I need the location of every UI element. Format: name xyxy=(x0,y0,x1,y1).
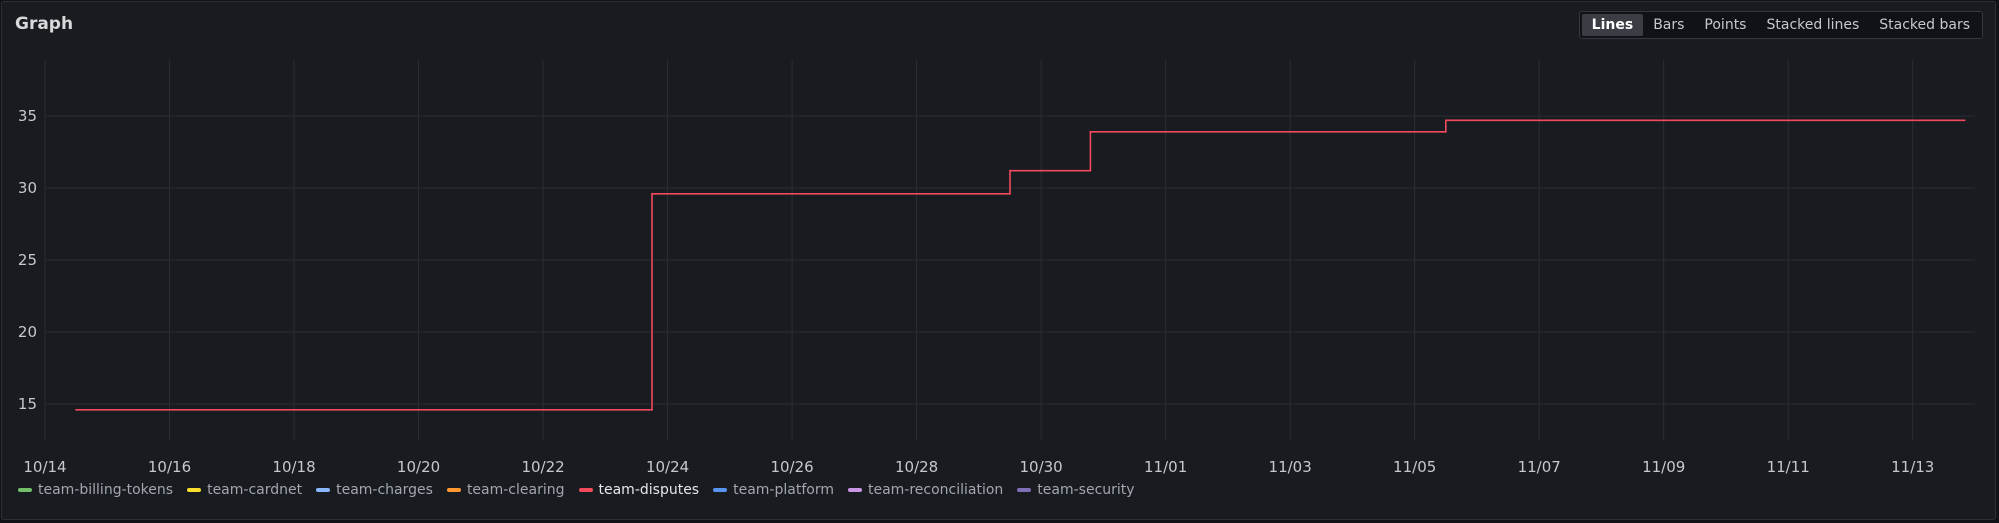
data-point xyxy=(1089,130,1092,133)
legend-label: team-security xyxy=(1037,482,1135,498)
legend-swatch xyxy=(578,488,593,492)
x-tick-label: 10/20 xyxy=(397,458,440,476)
x-tick-label: 11/05 xyxy=(1393,458,1436,476)
y-tick-label: 20 xyxy=(18,323,37,341)
legend-item-team-platform[interactable]: team-platform xyxy=(713,482,834,498)
legend-item-team-charges[interactable]: team-charges xyxy=(316,482,433,498)
data-point xyxy=(1089,169,1092,172)
data-point xyxy=(1963,119,1966,122)
legend-label: team-charges xyxy=(336,482,433,498)
legend-swatch xyxy=(1017,488,1032,492)
data-point xyxy=(1009,169,1011,172)
x-tick-label: 11/03 xyxy=(1269,458,1312,476)
x-tick-label: 10/18 xyxy=(272,458,315,476)
legend-item-team-disputes[interactable]: team-disputes xyxy=(578,482,700,498)
data-point xyxy=(1444,119,1447,122)
legend-swatch xyxy=(316,488,331,492)
x-tick-label: 10/28 xyxy=(895,458,938,476)
viz-option-stacked-lines[interactable]: Stacked lines xyxy=(1766,17,1860,33)
legend-swatch xyxy=(847,488,862,492)
legend-label: team-billing-tokens xyxy=(38,482,174,498)
legend-swatch xyxy=(446,488,461,492)
legend-item-team-clearing[interactable]: team-clearing xyxy=(446,482,565,498)
legend-swatch xyxy=(187,488,202,492)
legend-label: team-cardnet xyxy=(207,482,303,498)
data-point xyxy=(651,192,653,195)
legend-label: team-platform xyxy=(733,482,834,498)
x-tick-label: 11/07 xyxy=(1518,458,1561,476)
x-tick-label: 10/30 xyxy=(1020,458,1063,476)
legend-item-team-cardnet[interactable]: team-cardnet xyxy=(187,482,302,498)
y-tick-label: 15 xyxy=(18,395,37,413)
data-point xyxy=(75,408,78,411)
legend-label: team-disputes xyxy=(598,482,700,498)
x-tick-label: 11/11 xyxy=(1767,458,1810,476)
viz-option-points[interactable]: Points xyxy=(1704,17,1747,33)
panel-title: Graph xyxy=(15,14,74,34)
legend-label: team-clearing xyxy=(466,482,565,498)
y-tick-label: 30 xyxy=(18,179,37,197)
x-tick-label: 10/26 xyxy=(770,458,813,476)
viz-option-bars[interactable]: Bars xyxy=(1653,17,1685,33)
legend: team-billing-tokens team-cardnet team-char… xyxy=(18,482,1135,498)
legend-item-team-billing-tokens[interactable]: team-billing-tokens xyxy=(18,482,173,498)
x-tick-label: 11/01 xyxy=(1144,458,1187,476)
series-line-team-disputes xyxy=(76,119,1965,411)
y-tick-label: 35 xyxy=(18,107,37,125)
legend-item-team-reconciliation[interactable]: team-reconciliation xyxy=(847,482,1004,498)
data-point xyxy=(1444,130,1447,133)
viz-option-stacked-bars[interactable]: Stacked bars xyxy=(1879,17,1970,33)
legend-swatch xyxy=(18,488,32,492)
x-tick-label: 11/09 xyxy=(1642,458,1685,476)
x-tick-label: 10/16 xyxy=(148,458,191,476)
viz-option-lines[interactable]: Lines xyxy=(1581,14,1644,36)
x-tick-label: 10/24 xyxy=(646,458,689,476)
data-point xyxy=(651,408,653,411)
legend-label: team-reconciliation xyxy=(867,482,1004,498)
x-tick-label: 10/22 xyxy=(521,458,564,476)
legend-item-team-security[interactable]: team-security xyxy=(1017,482,1135,498)
visualization-toggle: Lines Bars Points Stacked lines Stacked bars xyxy=(1578,11,1983,39)
data-point xyxy=(1009,192,1011,195)
legend-swatch xyxy=(713,488,728,492)
y-tick-label: 25 xyxy=(18,251,37,269)
x-tick-label: 11/13 xyxy=(1891,458,1934,476)
x-tick-label: 10/14 xyxy=(23,458,66,476)
